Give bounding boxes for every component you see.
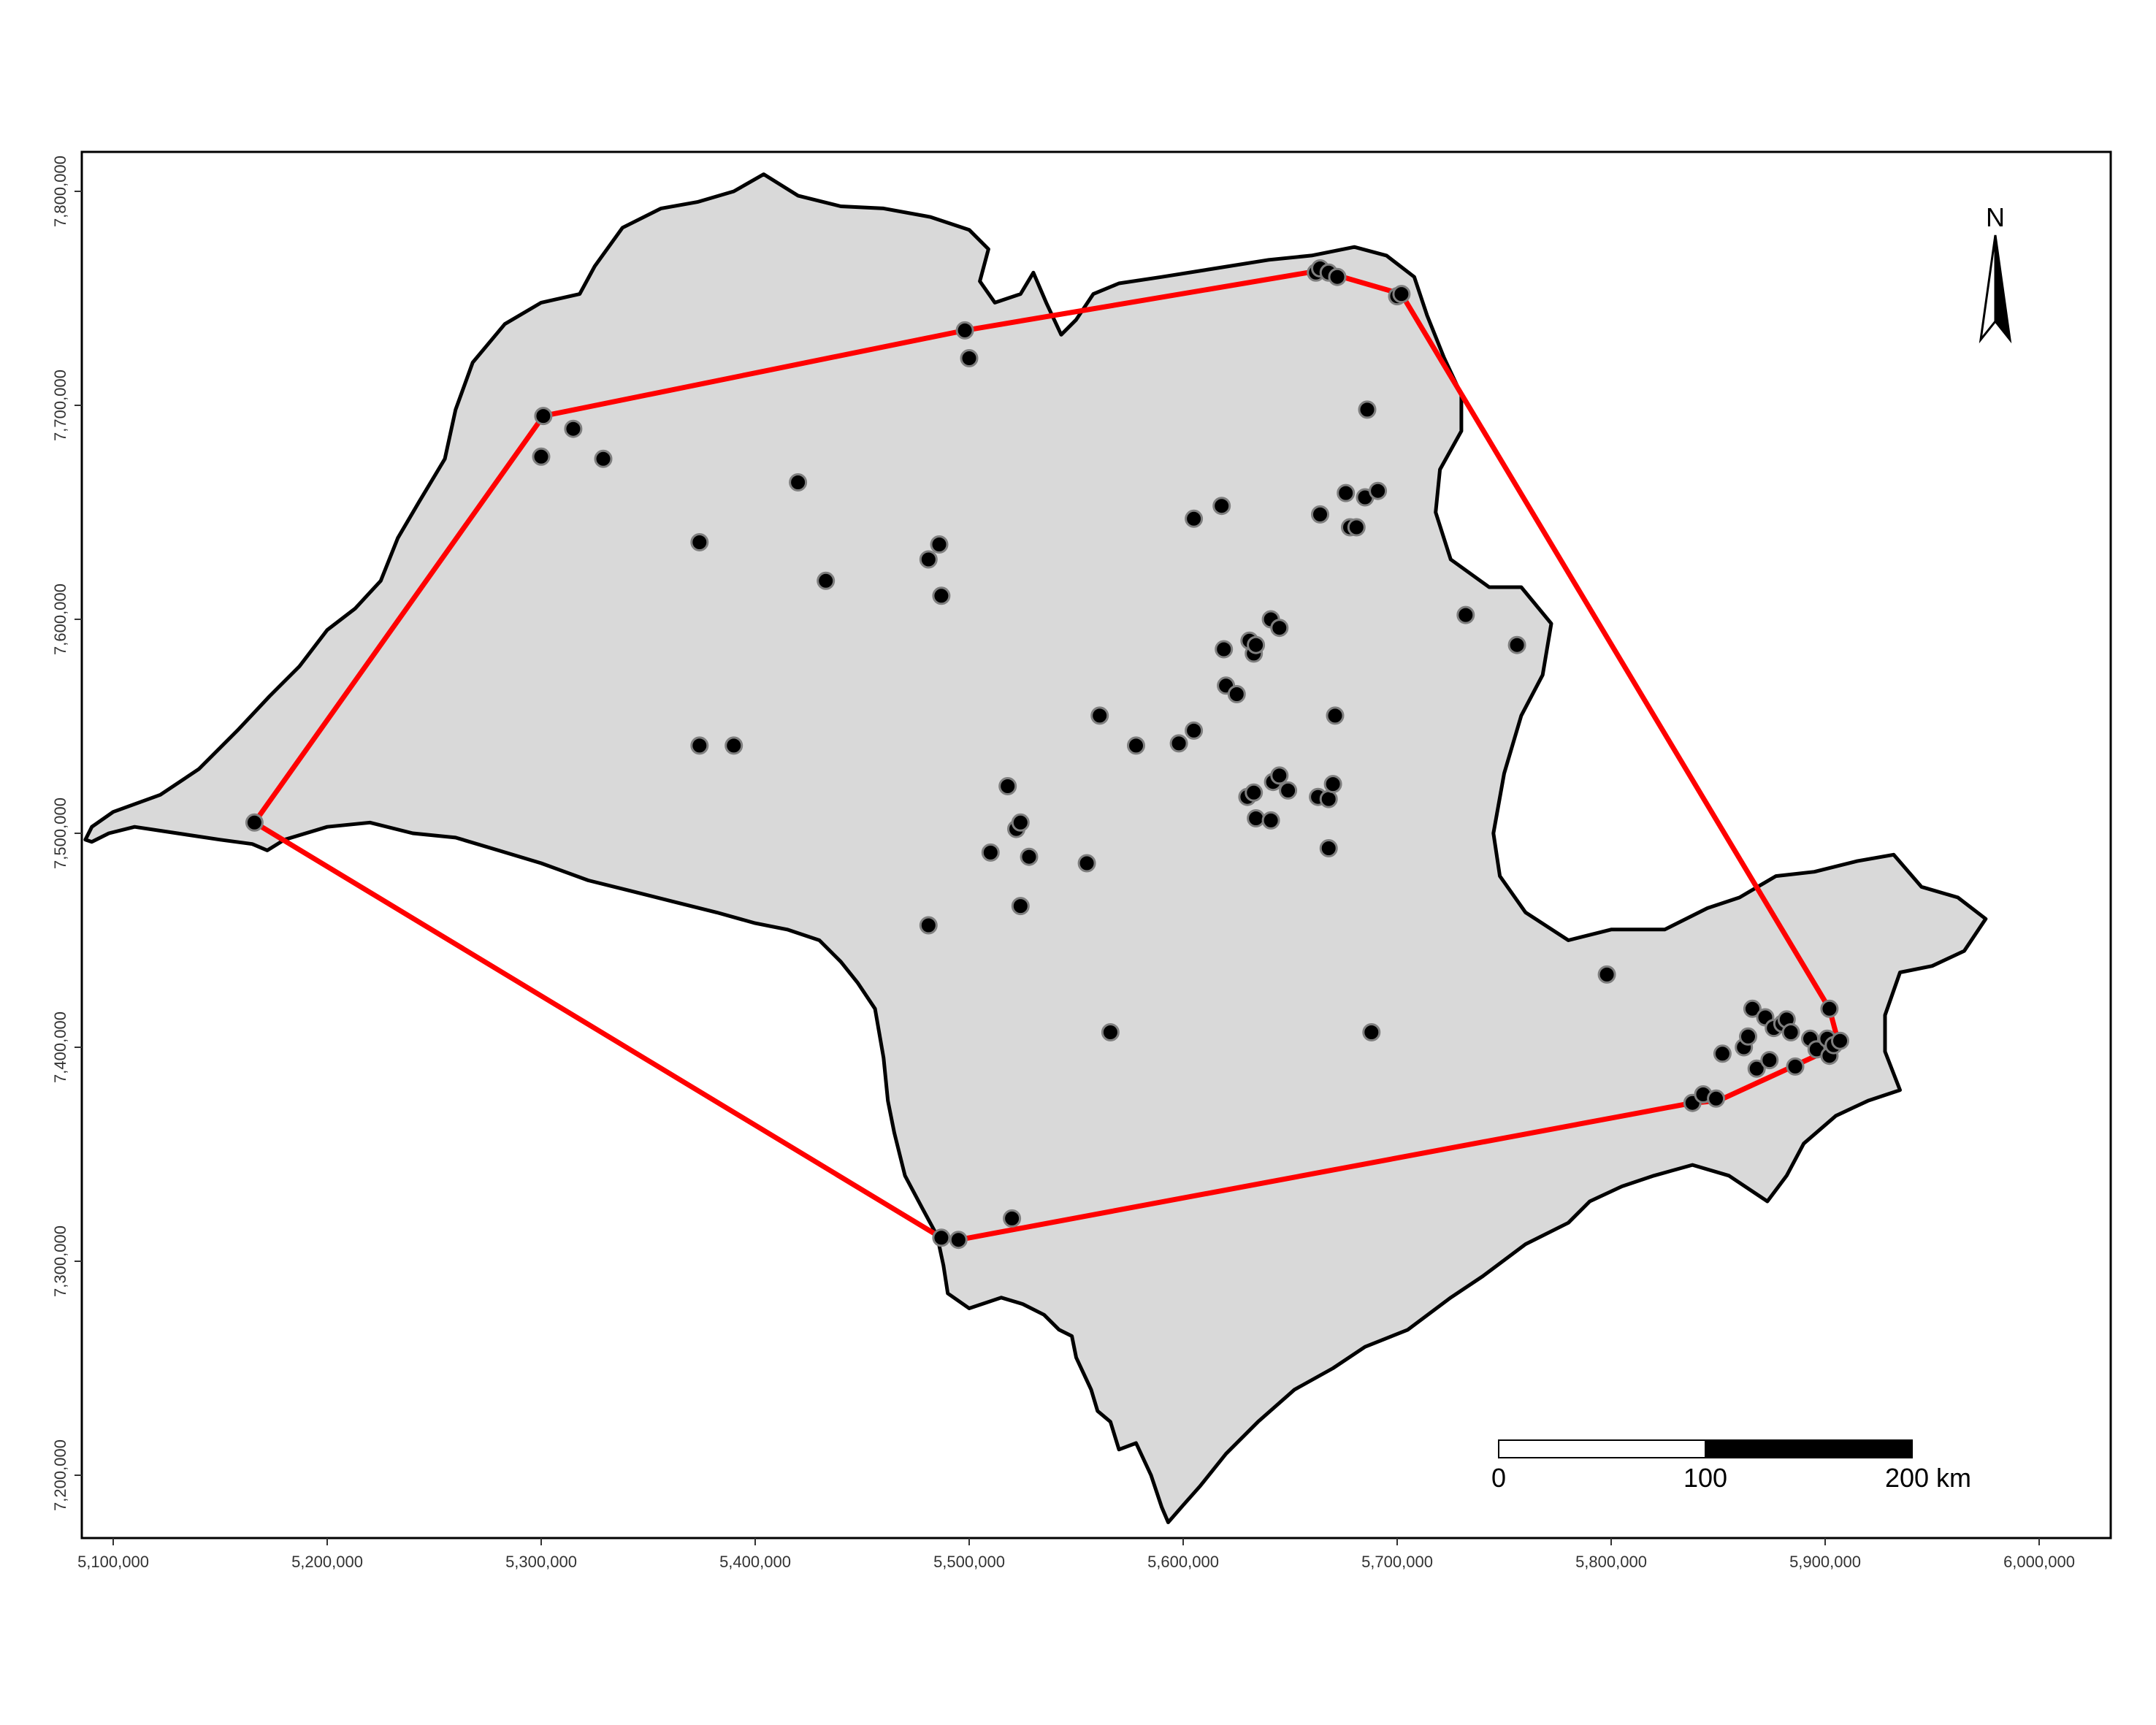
occurrence-point xyxy=(1185,509,1204,528)
y-tick-label: 7,400,000 xyxy=(51,1011,69,1083)
occurrence-point xyxy=(1392,285,1411,304)
x-tick-label: 5,100,000 xyxy=(77,1553,149,1571)
x-tick-label: 5,300,000 xyxy=(505,1553,577,1571)
occurrence-point xyxy=(1101,1023,1120,1041)
scale-bar-label-0: 0 xyxy=(1491,1463,1506,1493)
x-tick-label: 5,900,000 xyxy=(1789,1553,1861,1571)
occurrence-point xyxy=(1786,1057,1805,1076)
scale-bar-label-200: 200 km xyxy=(1885,1463,1971,1493)
occurrence-point xyxy=(1261,811,1280,830)
y-tick-label: 7,600,000 xyxy=(51,584,69,655)
occurrence-point xyxy=(1270,619,1289,638)
y-tick-label: 7,700,000 xyxy=(51,370,69,441)
occurrence-point xyxy=(1011,813,1030,832)
x-tick-label: 5,600,000 xyxy=(1147,1553,1219,1571)
occurrence-point xyxy=(949,1231,968,1250)
occurrence-point xyxy=(960,349,979,367)
occurrence-point xyxy=(534,407,553,426)
y-tick-label: 7,500,000 xyxy=(51,798,69,869)
occurrence-point xyxy=(1020,847,1039,866)
occurrence-point xyxy=(532,447,551,466)
x-tick-label: 6,000,000 xyxy=(2003,1553,2075,1571)
occurrence-point xyxy=(594,449,613,468)
x-tick-label: 5,200,000 xyxy=(291,1553,363,1571)
occurrence-point xyxy=(1358,400,1377,419)
occurrence-point xyxy=(1212,497,1231,516)
occurrence-point xyxy=(1707,1089,1726,1108)
occurrence-point xyxy=(919,550,938,569)
occurrence-point xyxy=(1311,505,1329,524)
occurrence-point xyxy=(998,777,1017,795)
scale-bar-white-segment xyxy=(1498,1439,1706,1458)
occurrence-point xyxy=(955,321,974,340)
occurrence-point xyxy=(1328,267,1347,286)
occurrence-point xyxy=(817,571,836,590)
occurrence-point xyxy=(919,916,938,935)
occurrence-point xyxy=(1127,736,1145,755)
occurrence-point xyxy=(1362,1023,1381,1041)
occurrence-point xyxy=(725,736,743,755)
occurrence-point xyxy=(1781,1023,1800,1041)
occurrence-point xyxy=(1337,483,1356,502)
occurrence-point xyxy=(1270,766,1289,785)
occurrence-point xyxy=(1456,605,1475,624)
occurrence-point xyxy=(981,843,1000,862)
occurrence-point xyxy=(1319,839,1338,857)
occurrence-point xyxy=(932,1228,951,1247)
scale-bar-label-100: 100 xyxy=(1683,1463,1727,1493)
scale-bar-black-segment xyxy=(1705,1439,1913,1458)
occurrence-point xyxy=(1369,481,1388,500)
y-tick-label: 7,800,000 xyxy=(51,156,69,227)
occurrence-point xyxy=(1507,635,1526,654)
occurrence-point xyxy=(1011,897,1030,916)
x-tick-label: 5,500,000 xyxy=(933,1553,1005,1571)
occurrence-point xyxy=(789,473,808,492)
occurrence-point xyxy=(1245,783,1264,802)
occurrence-point xyxy=(1185,721,1204,740)
map-layer xyxy=(83,172,1988,1524)
occurrence-point xyxy=(1090,706,1109,725)
occurrence-point xyxy=(1747,1059,1766,1078)
occurrence-point xyxy=(1713,1044,1732,1063)
panel-border xyxy=(80,150,2112,1540)
occurrence-point xyxy=(564,419,583,438)
occurrence-point xyxy=(690,533,709,551)
occurrence-point xyxy=(1077,854,1096,873)
occurrence-point xyxy=(1169,734,1188,753)
occurrence-point xyxy=(1743,999,1762,1018)
occurrence-point xyxy=(1760,1051,1779,1070)
occurrence-point xyxy=(1831,1031,1849,1050)
north-arrow-label: N xyxy=(1986,202,2005,232)
state-outline xyxy=(83,172,1988,1524)
x-tick-label: 5,700,000 xyxy=(1361,1553,1433,1571)
y-tick-label: 7,300,000 xyxy=(51,1225,69,1297)
x-tick-label: 5,400,000 xyxy=(719,1553,791,1571)
occurrence-point xyxy=(1323,775,1342,794)
y-tick-label: 7,200,000 xyxy=(51,1439,69,1511)
occurrence-point xyxy=(1319,789,1338,808)
north-arrow: N xyxy=(1979,202,2012,344)
x-axis: 5,100,000 5,200,000 5,300,000 5,400,000 5,50… xyxy=(77,1538,2075,1571)
occurrence-point xyxy=(932,586,951,605)
occurrence-point xyxy=(1215,640,1234,659)
occurrence-point xyxy=(1820,999,1839,1018)
y-axis: 7,200,000 7,300,000 7,400,000 7,500,000 7,60… xyxy=(51,156,82,1511)
occurrence-point xyxy=(930,535,949,554)
occurrence-point xyxy=(1347,518,1366,537)
occurrence-point xyxy=(245,813,264,832)
occurrence-point xyxy=(1247,809,1266,827)
occurrence-point xyxy=(1739,1027,1757,1046)
scale-bar: 0 100 200 km xyxy=(1491,1439,1971,1493)
occurrence-point xyxy=(1247,635,1266,654)
occurrence-point xyxy=(1597,965,1616,984)
occurrence-point xyxy=(1279,781,1298,800)
occurrence-point xyxy=(690,736,709,755)
north-arrow-right-half xyxy=(1994,234,2012,344)
occurrence-point xyxy=(1227,685,1246,703)
occurrence-point xyxy=(1326,706,1345,725)
occurrence-point xyxy=(1003,1209,1022,1228)
x-tick-label: 5,800,000 xyxy=(1575,1553,1647,1571)
